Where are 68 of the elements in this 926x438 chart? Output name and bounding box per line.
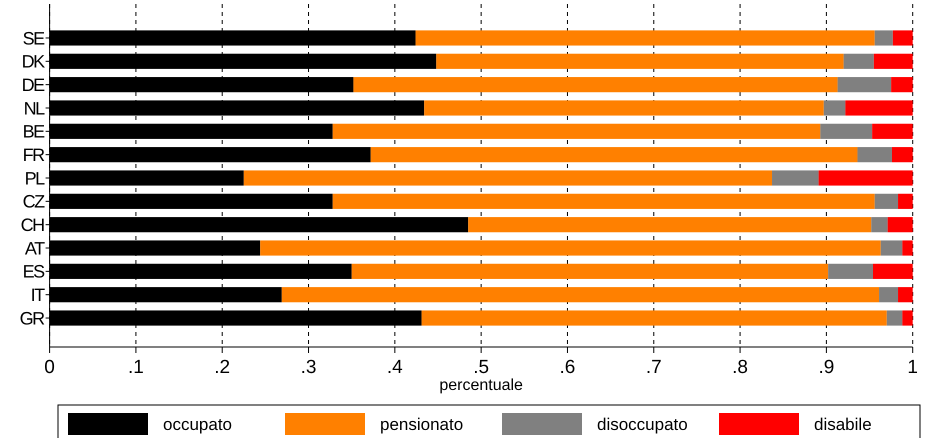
y-tick-label: DK [22, 52, 46, 72]
bar [353, 77, 838, 92]
legend-label: disoccupato [597, 414, 688, 434]
bar [879, 287, 898, 302]
y-tick-label: CZ [22, 192, 46, 212]
y-tick-label: AT [24, 238, 46, 258]
y-tick-label: FR [22, 144, 46, 165]
bar [468, 217, 872, 232]
x-tick-label: .1 [128, 357, 144, 378]
y-tick-label: PL [24, 168, 46, 188]
bar [824, 100, 846, 116]
bar [844, 54, 874, 69]
bar [874, 30, 893, 46]
bar [260, 240, 881, 256]
bar [880, 240, 902, 256]
y-tick-label: ES [22, 262, 46, 282]
x-tick-label: 1 [907, 357, 918, 378]
bar [422, 310, 887, 326]
legend-label: occupato [163, 414, 232, 434]
legend-label: disabile [814, 414, 872, 434]
bar [892, 147, 913, 162]
x-tick-label: .3 [300, 357, 316, 378]
x-tick-label: .8 [732, 357, 748, 378]
y-tick-label: CH [20, 214, 44, 235]
bar [416, 30, 875, 46]
y-tick-label: IT [30, 284, 46, 305]
y-tick-label: SE [22, 28, 46, 48]
y-tick-label: DE [22, 74, 46, 95]
bar [902, 310, 913, 326]
bar [818, 170, 913, 186]
bar [886, 310, 902, 326]
y-tick-label: BE [22, 122, 46, 142]
bar [872, 124, 913, 139]
y-tick-label: NL [24, 98, 46, 118]
bar [874, 54, 913, 69]
bar [838, 77, 892, 92]
bar [436, 54, 844, 69]
x-tick-label: .6 [560, 357, 576, 378]
bar [888, 217, 913, 232]
x-tick-label: .9 [818, 357, 834, 378]
x-tick-label: .4 [386, 357, 404, 378]
x-tick-label: .5 [473, 357, 490, 378]
bar [244, 170, 772, 186]
bar [370, 147, 858, 162]
x-axis-title: percentuale [439, 377, 524, 394]
y-tick-label: GR [20, 308, 46, 328]
bar [857, 147, 892, 162]
bar [845, 100, 913, 116]
bar [332, 194, 875, 209]
bar [892, 30, 913, 46]
bar [828, 264, 873, 279]
x-tick-label: 0 [44, 357, 55, 378]
bar [902, 240, 913, 256]
bar [282, 287, 880, 302]
bar [332, 124, 820, 139]
legend-label: pensionato [380, 414, 464, 434]
bar [820, 124, 872, 139]
bar [874, 194, 898, 209]
bar [891, 77, 913, 92]
bar [898, 287, 913, 302]
bar [352, 264, 828, 279]
x-tick-label: .2 [214, 357, 230, 378]
bar [898, 194, 913, 209]
bar [772, 170, 819, 186]
bar [872, 264, 913, 279]
bar [871, 217, 888, 232]
x-tick-label: .7 [646, 357, 662, 378]
bar [424, 100, 824, 116]
